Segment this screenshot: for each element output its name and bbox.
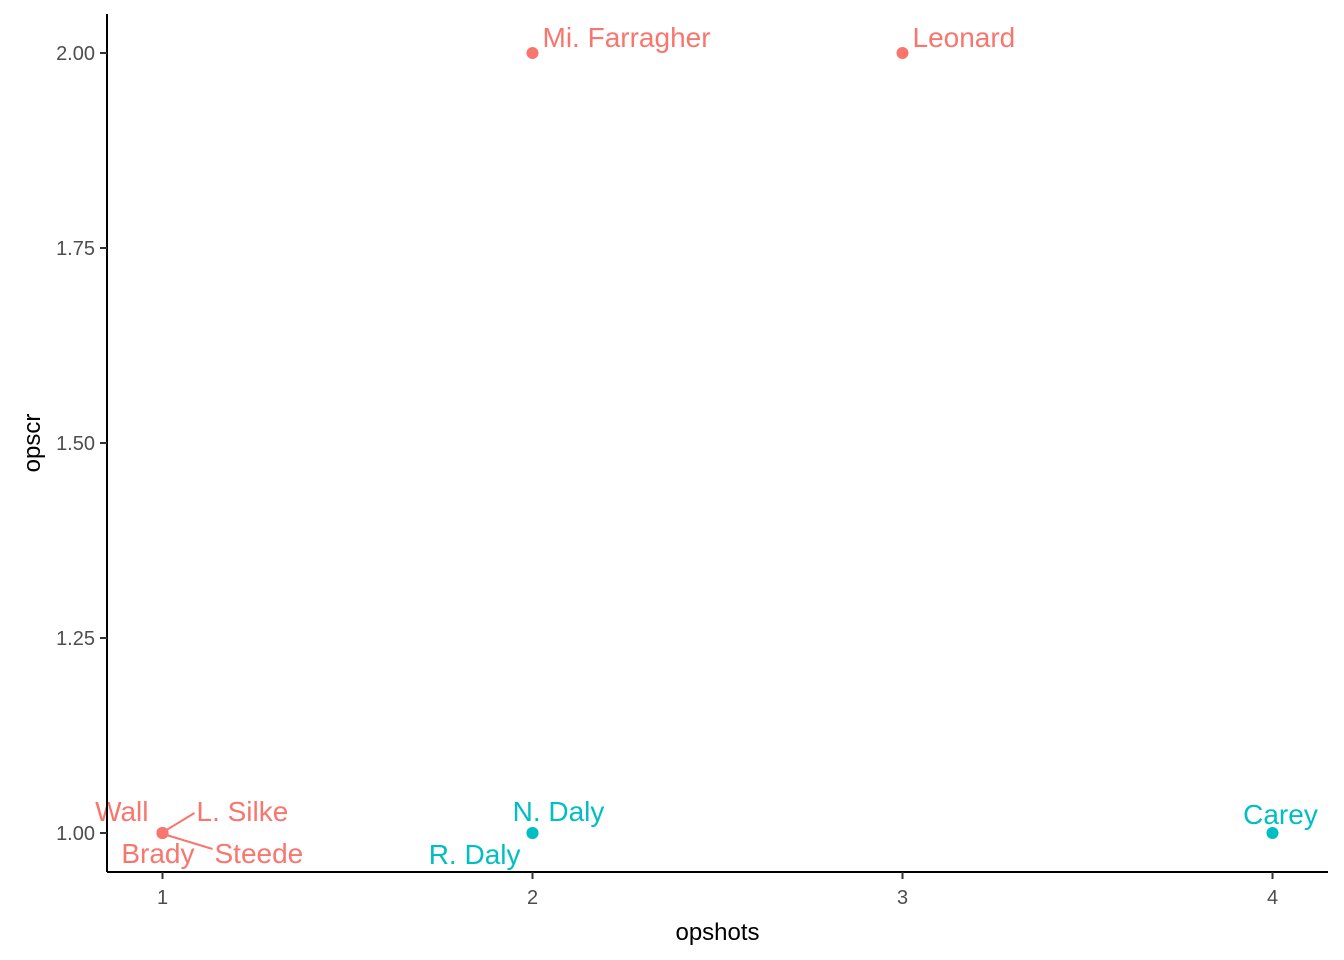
x-tick-label: 1 [157, 887, 168, 909]
x-tick-label: 4 [1267, 887, 1278, 909]
y-tick-label: 1.50 [56, 433, 95, 455]
data-point [156, 827, 169, 839]
point-label: Mi. Farragher [543, 22, 711, 53]
point-label: N. Daly [513, 796, 605, 827]
point-label: Brady [121, 838, 194, 869]
x-tick-label: 3 [897, 887, 908, 909]
data-point [526, 827, 539, 839]
data-point [896, 47, 909, 59]
y-tick-label: 1.25 [56, 628, 95, 650]
data-point [1266, 827, 1279, 839]
y-axis-ticks: 1.00 1.25 1.50 1.75 2.00 [56, 43, 107, 845]
point-label: Wall [95, 796, 148, 827]
x-axis-ticks: 1 2 3 4 [157, 872, 1278, 909]
y-tick-label: 1.00 [56, 823, 95, 845]
y-tick-label: 2.00 [56, 43, 95, 65]
point-label: L. Silke [197, 796, 289, 827]
x-tick-label: 2 [527, 887, 538, 909]
point-label: Carey [1243, 799, 1318, 830]
data-point [526, 47, 539, 59]
point-label: R. Daly [429, 839, 521, 870]
y-axis-title: opscr [19, 414, 46, 473]
y-tick-label: 1.75 [56, 238, 95, 260]
label-connector [165, 812, 196, 831]
label-connector [166, 834, 213, 850]
point-label: Steede [215, 838, 304, 869]
label-connectors [165, 812, 213, 850]
points-layer [156, 47, 1279, 839]
point-label: Leonard [913, 22, 1016, 53]
x-axis-title: opshots [675, 919, 759, 946]
